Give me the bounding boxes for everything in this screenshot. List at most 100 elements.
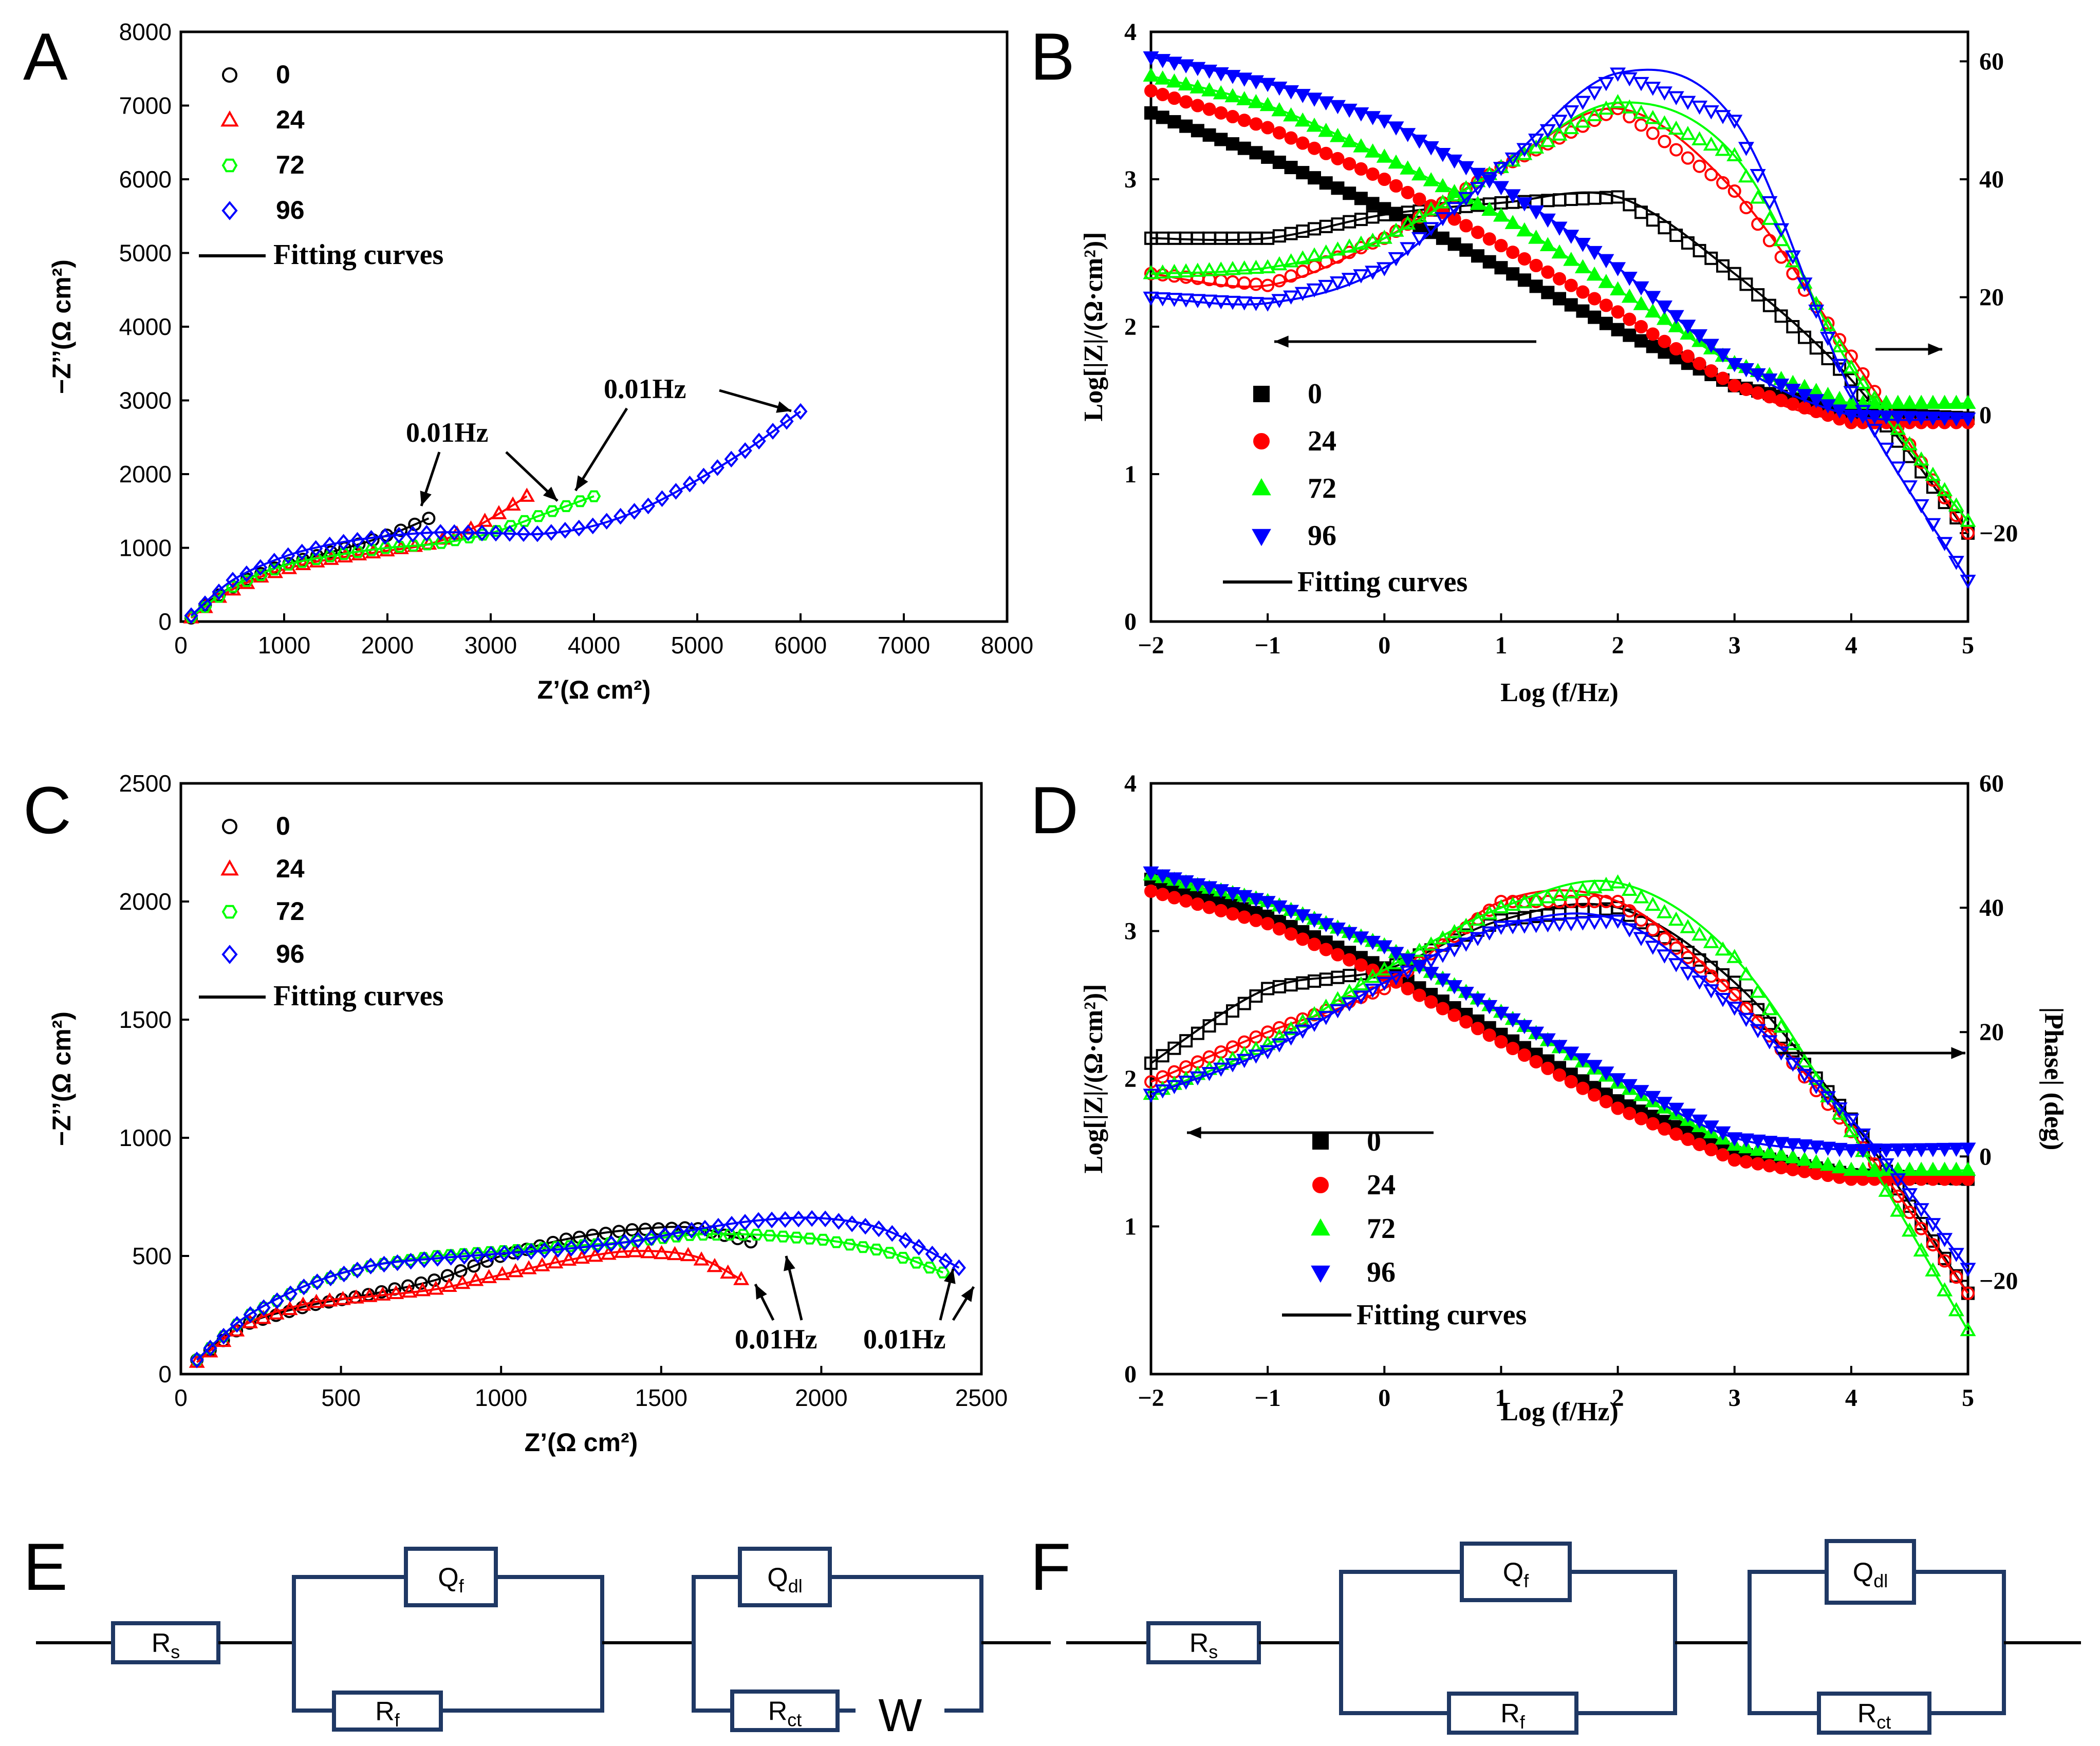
phase-point-96	[1913, 499, 1929, 514]
phase-point-72	[1866, 1162, 1883, 1177]
phase-point-72	[1656, 115, 1672, 129]
x-tick-label: 4	[1845, 632, 1857, 659]
phase-point-96	[1493, 162, 1509, 176]
phase-point-24	[1634, 118, 1648, 132]
x-tick-label: 3	[1729, 632, 1741, 659]
logZ-point-0	[1634, 334, 1648, 348]
phase-point-96	[1726, 1001, 1743, 1016]
logZ-point-24	[1319, 146, 1333, 160]
phase-point-24	[1611, 895, 1625, 908]
logZ-point-96	[1761, 373, 1778, 388]
phase-point-72	[1633, 889, 1649, 904]
phase-point-72	[1738, 168, 1754, 183]
phase-point-72	[1190, 262, 1206, 277]
phase-point-96	[1866, 1143, 1883, 1158]
annotation-arrow-head	[776, 401, 791, 413]
logZ-point-24	[1588, 1088, 1602, 1102]
data-point-96	[471, 1247, 485, 1264]
logZ-point-0	[1588, 310, 1602, 324]
fit-curve-logZ-24	[1150, 890, 1968, 1182]
phase-point-96	[1236, 1054, 1253, 1068]
data-point-96	[925, 1245, 939, 1263]
logZ-point-96	[1213, 884, 1229, 898]
logZ-point-24	[1774, 1161, 1788, 1175]
phase-point-96	[1353, 990, 1369, 1005]
panel-label-D: D	[1030, 773, 1079, 848]
fit-curve-0	[196, 1226, 751, 1361]
phase-point-0	[1308, 974, 1321, 988]
logZ-point-24	[1202, 900, 1216, 914]
phase-point-72	[1143, 265, 1159, 279]
data-point-72	[573, 495, 587, 508]
logZ-point-0	[1517, 273, 1531, 287]
x-tick-label: −1	[1254, 632, 1280, 659]
data-point-96	[544, 524, 559, 541]
phase-point-72	[1178, 1071, 1194, 1085]
phase-point-96	[1458, 937, 1474, 952]
x-tick-label: 1	[1495, 632, 1507, 659]
data-point-96	[419, 524, 434, 542]
data-point-72	[563, 1240, 577, 1252]
logZ-point-24	[1669, 342, 1683, 356]
logZ-point-96	[1680, 1109, 1696, 1123]
phase-point-72	[1213, 261, 1229, 276]
logZ-point-24	[1308, 141, 1321, 155]
phase-point-24	[1669, 941, 1683, 955]
logZ-point-24	[1634, 320, 1648, 333]
element-Rct-subscript: ct	[1876, 1712, 1891, 1733]
phase-point-0	[1681, 236, 1695, 250]
phase-point-96	[1937, 1233, 1953, 1247]
data-point-24	[388, 1285, 404, 1300]
data-point-72	[337, 548, 351, 560]
phase-point-72	[1365, 968, 1381, 983]
data-point-24	[295, 1297, 311, 1311]
phase-point-72	[1365, 232, 1381, 247]
data-point-96	[779, 412, 794, 430]
phase-point-0	[1202, 1019, 1216, 1033]
logZ-point-96	[1668, 1102, 1684, 1117]
y-tick-label: 7000	[119, 92, 172, 119]
logZ-point-96	[1224, 70, 1241, 84]
data-point-24	[600, 1246, 617, 1260]
logZ-point-24	[1261, 121, 1275, 135]
data-point-0	[638, 1223, 652, 1236]
phase-point-72	[1656, 904, 1672, 918]
phase-point-96	[1528, 134, 1545, 148]
data-point-0	[324, 545, 338, 559]
logZ-point-72	[1843, 395, 1860, 409]
logZ-point-96	[1692, 1114, 1708, 1129]
data-point-72	[710, 1229, 723, 1241]
data-point-24	[268, 1305, 285, 1320]
element-Rs: Rs	[111, 1621, 220, 1664]
legend-label-72: 72	[1367, 1213, 1396, 1245]
logZ-point-72	[1913, 395, 1929, 409]
logZ-point-72	[1960, 395, 1976, 409]
series-96	[190, 1210, 966, 1368]
x-tick-label: 1000	[258, 632, 310, 659]
phase-point-96	[1866, 423, 1883, 438]
legend-marker-24	[1253, 433, 1270, 449]
phase-point-72	[1259, 1036, 1276, 1050]
legend-marker-72	[221, 158, 238, 173]
phase-point-96	[1155, 292, 1171, 307]
logZ-point-24	[1809, 1167, 1823, 1180]
phase-point-96	[1610, 67, 1626, 82]
logZ-point-96	[1446, 154, 1463, 169]
logZ-point-72	[1224, 88, 1241, 103]
logZ-point-96	[1574, 1053, 1591, 1067]
data-point-72	[909, 1256, 923, 1269]
logZ-point-24	[1704, 1143, 1718, 1156]
logZ-point-96	[1621, 272, 1638, 286]
element-Qdl-symbol: Q	[767, 1563, 788, 1592]
logZ-point-0	[1272, 155, 1286, 169]
data-point-96	[524, 1243, 538, 1260]
phase-point-0	[1693, 243, 1706, 257]
phase-point-72	[1388, 955, 1404, 969]
phase-point-72	[1516, 146, 1533, 160]
legend-label-0: 0	[276, 60, 290, 89]
logZ-point-96	[1400, 128, 1416, 142]
legend-fitting-label: Fitting curves	[1297, 566, 1467, 598]
logZ-point-96	[1435, 973, 1451, 988]
logZ-point-96	[1703, 339, 1719, 353]
logZ-point-0	[1319, 176, 1333, 190]
